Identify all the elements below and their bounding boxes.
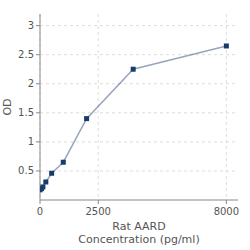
y-axis-line: [40, 14, 41, 200]
y-grid-line: [40, 54, 238, 55]
plot-area: [40, 43, 229, 192]
x-tick-label: 0: [37, 206, 43, 217]
x-tick: [226, 200, 227, 204]
y-grid-line: [40, 170, 238, 171]
y-tick: [36, 54, 40, 55]
marker: [84, 116, 89, 121]
y-grid-line: [40, 112, 238, 113]
x-axis-label: Rat AARDConcentration (pg/ml): [78, 220, 199, 246]
y-tick: [36, 170, 40, 171]
x-tick: [40, 200, 41, 204]
y-tick-label: 3: [28, 20, 34, 31]
marker: [61, 160, 66, 165]
y-tick: [36, 83, 40, 84]
y-grid-line: [40, 83, 238, 84]
marker: [40, 184, 45, 189]
chart-container: 0.5 1 1.5 2 2.5 3 0 2500 8000 OD Rat AARDConcentra…: [0, 0, 250, 250]
y-tick: [36, 25, 40, 26]
y-axis-label: OD: [1, 98, 14, 115]
marker: [43, 179, 48, 184]
x-tick-label: 2500: [86, 206, 111, 217]
x-grid-line: [226, 14, 227, 200]
x-grid-line: [40, 14, 41, 200]
marker: [224, 43, 229, 48]
x-tick-label: 8000: [214, 206, 239, 217]
y-tick-label: 0.5: [18, 165, 34, 176]
y-tick: [36, 141, 40, 142]
y-tick: [36, 112, 40, 113]
x-axis-line: [40, 200, 238, 201]
y-grid-line: [40, 25, 238, 26]
line: [40, 46, 226, 190]
marker: [49, 171, 54, 176]
axes: 0.5 1 1.5 2 2.5 3 0 2500 8000: [18, 14, 239, 217]
x-tick: [98, 200, 99, 204]
y-tick-label: 2.5: [18, 49, 34, 60]
y-grid-line: [40, 141, 238, 142]
y-tick-label: 2: [28, 78, 34, 89]
y-tick-label: 1: [28, 136, 34, 147]
y-tick-label: 1.5: [18, 107, 34, 118]
marker: [131, 67, 136, 72]
grid: [40, 14, 238, 200]
chart-svg: 0.5 1 1.5 2 2.5 3 0 2500 8000 OD Rat AARDConcentra…: [0, 0, 250, 250]
